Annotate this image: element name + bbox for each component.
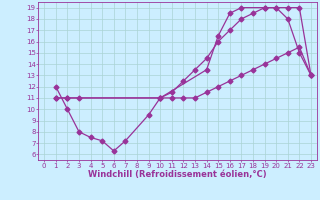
X-axis label: Windchill (Refroidissement éolien,°C): Windchill (Refroidissement éolien,°C) bbox=[88, 170, 267, 179]
